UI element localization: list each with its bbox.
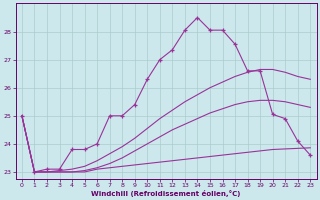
X-axis label: Windchill (Refroidissement éolien,°C): Windchill (Refroidissement éolien,°C): [92, 190, 241, 197]
